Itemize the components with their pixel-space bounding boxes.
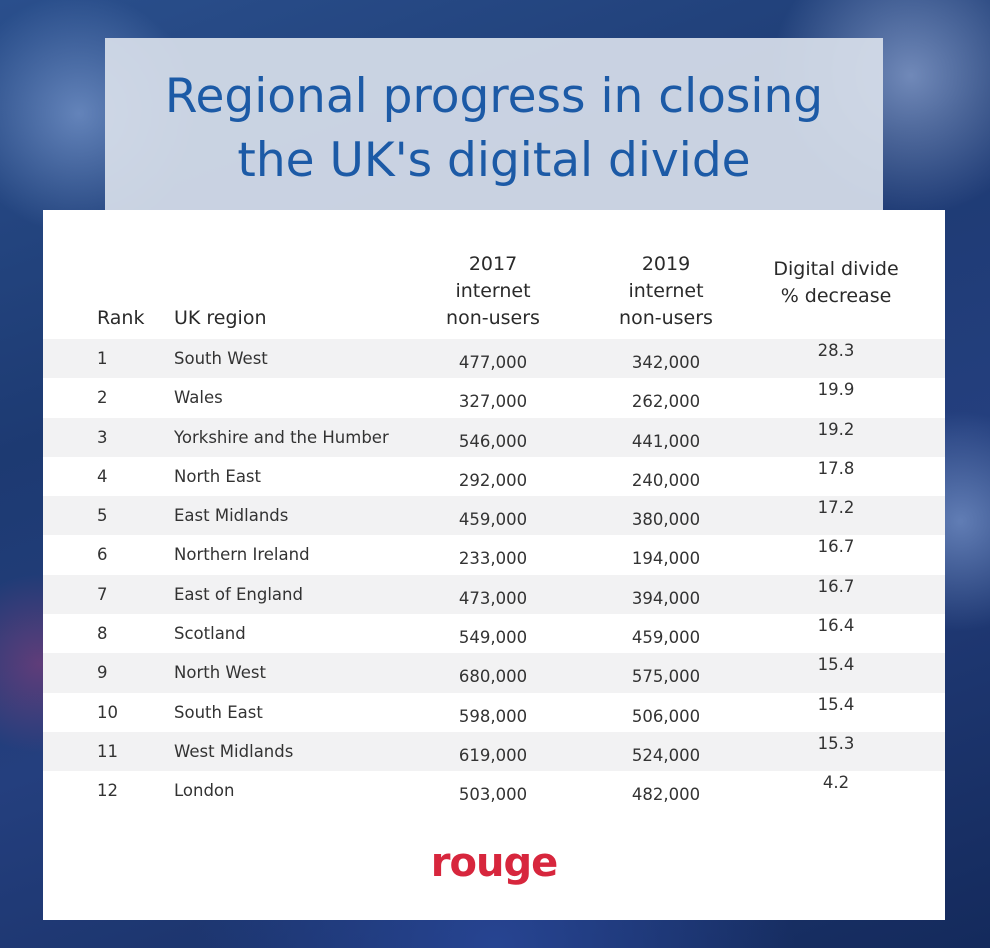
region-cell: South East: [174, 702, 263, 722]
non-users-2017-cell: 549,000: [458, 628, 528, 648]
non-users-2017-cell: 327,000: [458, 392, 528, 412]
table-row: 6 Northern Ireland 233,000 194,000 16.7: [43, 535, 945, 574]
rouge-logo: rouge: [430, 840, 558, 886]
header-2017-line-2: internet: [455, 280, 531, 302]
rank-cell: 3: [97, 427, 108, 447]
region-cell: North West: [174, 663, 266, 683]
header-2019-line-3: non-users: [619, 307, 713, 329]
header-2019-line-1: 2019: [641, 253, 691, 275]
header-rank: Rank: [97, 240, 144, 332]
pct-decrease-cell: 15.4: [817, 694, 855, 714]
header-2017-line-3: non-users: [446, 307, 540, 329]
title-line-1: Regional progress in closing: [164, 69, 824, 124]
region-cell: Northern Ireland: [174, 545, 310, 565]
header-pct-line-1: Digital divide: [773, 258, 899, 280]
pct-decrease-cell: 15.4: [817, 655, 855, 675]
non-users-2017-cell: 619,000: [458, 745, 528, 765]
rank-cell: 11: [97, 741, 118, 761]
header-pct-line-2: % decrease: [780, 285, 892, 307]
rank-cell: 12: [97, 781, 118, 801]
table-body: 1 South West 477,000 342,000 28.3 2 Wales 327,0…: [43, 339, 945, 811]
header-2017: 2017 internet non-users: [418, 240, 568, 332]
table-card: Rank UK region 2017 internet non-users 2…: [43, 210, 945, 920]
rank-cell: 8: [97, 624, 108, 644]
rank-cell: 7: [97, 584, 108, 604]
title-line-2: the UK's digital divide: [237, 133, 751, 188]
title-panel: Regional progress in closing the UK's di…: [105, 38, 883, 212]
non-users-2019-cell: 380,000: [631, 510, 701, 530]
non-users-2019-cell: 342,000: [631, 353, 701, 372]
header-2017-line-1: 2017: [468, 253, 518, 275]
table-row: 4 North East 292,000 240,000 17.8: [43, 457, 945, 496]
table-row: 1 South West 477,000 342,000 28.3: [43, 339, 945, 379]
rank-cell: 2: [97, 388, 108, 408]
non-users-2017-cell: 477,000: [458, 353, 528, 372]
non-users-2019-cell: 482,000: [631, 785, 701, 805]
rank-cell: 9: [97, 663, 108, 683]
table-row: 10 South East 598,000 506,000 15.4: [43, 693, 945, 732]
non-users-2017-cell: 233,000: [458, 549, 528, 569]
non-users-2019-cell: 524,000: [631, 745, 701, 765]
region-cell: South West: [174, 349, 268, 368]
pct-decrease-cell: 16.4: [817, 616, 855, 636]
region-cell: Scotland: [174, 624, 246, 644]
header-rank-label: Rank: [97, 307, 145, 329]
non-users-2017-cell: 473,000: [458, 588, 528, 608]
header-region: UK region: [174, 240, 267, 332]
pct-decrease-cell: 16.7: [817, 576, 855, 596]
non-users-2017-cell: 680,000: [458, 667, 528, 687]
rank-cell: 1: [97, 349, 108, 368]
pct-decrease-cell: 15.3: [817, 733, 855, 753]
region-cell: North East: [174, 466, 261, 486]
rank-cell: 6: [97, 545, 108, 565]
region-cell: East of England: [174, 584, 303, 604]
region-cell: Yorkshire and the Humber: [174, 427, 389, 447]
non-users-2017-cell: 503,000: [458, 785, 528, 805]
non-users-2019-cell: 394,000: [631, 588, 701, 608]
table-row: 7 East of England 473,000 394,000 16.7: [43, 574, 945, 615]
header-2019-line-2: internet: [628, 280, 704, 302]
non-users-2019-cell: 240,000: [631, 470, 701, 490]
table-row: 12 London 503,000 482,000 4.2: [43, 771, 945, 810]
non-users-2019-cell: 441,000: [631, 431, 701, 451]
non-users-2019-cell: 262,000: [631, 392, 701, 412]
pct-decrease-cell: 17.8: [817, 458, 855, 478]
non-users-2019-cell: 506,000: [631, 706, 701, 726]
non-users-2017-cell: 598,000: [458, 706, 528, 726]
header-2019: 2019 internet non-users: [591, 240, 741, 332]
table-row: 2 Wales 327,000 262,000 19.9: [43, 378, 945, 417]
pct-decrease-cell: 16.7: [817, 537, 855, 557]
table-row: 5 East Midlands 459,000 380,000 17.2: [43, 496, 945, 536]
pct-decrease-cell: 17.2: [817, 498, 855, 518]
non-users-2019-cell: 194,000: [631, 549, 701, 569]
region-cell: West Midlands: [174, 741, 294, 761]
non-users-2017-cell: 292,000: [458, 470, 528, 490]
header-region-label: UK region: [174, 307, 267, 329]
table-row: 9 North West 680,000 575,000 15.4: [43, 653, 945, 693]
table-row: 8 Scotland 549,000 459,000 16.4: [43, 614, 945, 653]
non-users-2019-cell: 575,000: [631, 667, 701, 687]
pct-decrease-cell: 28.3: [817, 341, 855, 360]
non-users-2017-cell: 546,000: [458, 431, 528, 451]
table-row: 11 West Midlands 619,000 524,000 15.3: [43, 731, 945, 772]
header-pct: Digital divide % decrease: [756, 240, 916, 326]
region-cell: London: [174, 781, 235, 801]
region-cell: East Midlands: [174, 506, 289, 526]
pct-decrease-cell: 19.9: [817, 380, 855, 400]
non-users-2019-cell: 459,000: [631, 628, 701, 648]
rank-cell: 4: [97, 466, 108, 486]
pct-decrease-cell: 19.2: [817, 419, 855, 439]
region-cell: Wales: [174, 388, 223, 408]
rank-cell: 10: [97, 702, 118, 722]
table-row: 3 Yorkshire and the Humber 546,000 441,000 1…: [43, 417, 945, 457]
rank-cell: 5: [97, 506, 108, 526]
chart-title: Regional progress in closing the UK's di…: [105, 38, 883, 193]
pct-decrease-cell: 4.2: [822, 773, 850, 793]
non-users-2017-cell: 459,000: [458, 510, 528, 530]
